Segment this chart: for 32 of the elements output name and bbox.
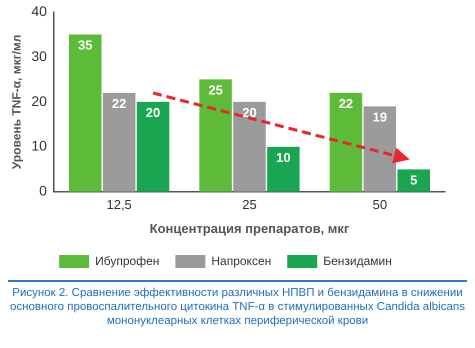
x-tick-label: 12,5 <box>106 197 132 212</box>
x-tick-label: 50 <box>372 197 388 212</box>
bar <box>233 102 266 192</box>
y-tick-label: 40 <box>31 2 48 19</box>
text: Рисунок 2. Сравнение эффективности различных НПВП и бензидамина в снижении основного провоспалительного цитокина TNF-α в стимулированных Candida albicans мононуклеарных клетках периферической крови <box>8 286 466 328</box>
data-label: 22 <box>338 96 354 111</box>
data-label: 20 <box>242 104 257 120</box>
legend-label: Бензидамин <box>323 254 392 268</box>
bar <box>364 106 396 192</box>
y-axis-title: Уровень TNF-α, мкг/мл <box>10 34 24 170</box>
bar <box>397 169 430 192</box>
y-tick-label: 20 <box>31 92 48 109</box>
bar <box>199 79 232 192</box>
data-label: 20 <box>146 104 160 120</box>
y-tick-label: 10 <box>31 138 48 154</box>
data-label: 35 <box>78 38 92 53</box>
data-label: 5 <box>410 172 418 188</box>
data-label: 22 <box>112 96 126 111</box>
legend-label: Напроксен <box>211 254 272 268</box>
bar <box>102 92 136 192</box>
x-tick-label: 25 <box>242 197 257 212</box>
bar <box>136 102 170 192</box>
y-tick-label: 0 <box>39 182 48 199</box>
data-label: 25 <box>208 82 223 98</box>
legend-label: Ибупрофен <box>95 254 160 268</box>
bar <box>68 34 102 192</box>
bar <box>330 92 362 192</box>
bar <box>267 146 300 192</box>
data-label: 19 <box>372 109 388 124</box>
y-tick-label: 30 <box>31 48 48 64</box>
x-axis-title: Концентрация препаратов, мкг <box>150 220 350 236</box>
data-label: 10 <box>276 150 291 165</box>
